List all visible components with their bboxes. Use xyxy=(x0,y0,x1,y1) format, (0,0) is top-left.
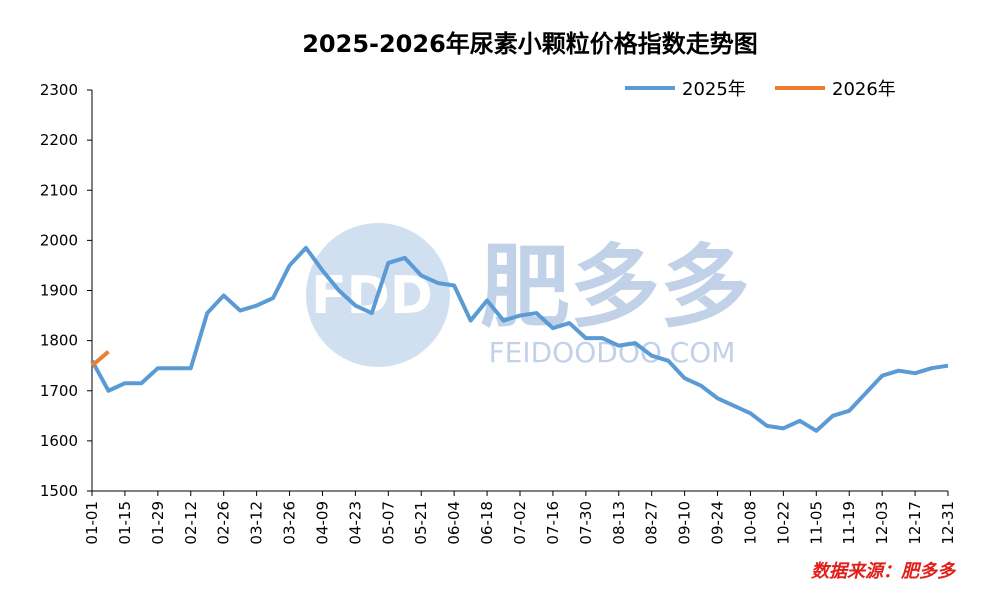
y-tick-label: 1600 xyxy=(40,432,78,450)
x-tick-label: 11-05 xyxy=(807,501,825,545)
series-line xyxy=(90,245,949,433)
x-tick-label: 10-22 xyxy=(774,501,792,545)
x-tick-label: 12-31 xyxy=(939,501,957,545)
y-tick-label: 1700 xyxy=(40,382,78,400)
y-tick-label: 2100 xyxy=(40,181,78,199)
watermark-name: 肥多多 xyxy=(480,235,750,340)
watermark: FDD 肥多多 FEIDOODOO.COM xyxy=(306,223,750,369)
x-tick-label: 08-13 xyxy=(610,501,628,545)
y-tick-label: 1800 xyxy=(40,332,78,350)
x-tick-label: 06-04 xyxy=(445,501,463,545)
x-tick-label: 02-26 xyxy=(215,501,233,545)
x-tick-label: 11-19 xyxy=(840,501,858,545)
x-tick-label: 08-27 xyxy=(643,501,661,545)
x-tick-label: 02-12 xyxy=(182,501,200,545)
y-tick-label: 1900 xyxy=(40,282,78,300)
x-tick-label: 10-08 xyxy=(741,501,759,545)
x-tick-label: 07-02 xyxy=(511,501,529,545)
x-tick-label: 09-24 xyxy=(709,501,727,545)
x-tick-label: 01-29 xyxy=(149,501,167,545)
x-tick-label: 03-26 xyxy=(281,501,299,545)
chart-title: 2025-2026年尿素小颗粒价格指数走势图 xyxy=(302,30,758,58)
legend-label: 2026年 xyxy=(832,79,896,100)
y-tick-label: 2300 xyxy=(40,81,78,99)
legend-label: 2025年 xyxy=(682,79,746,100)
y-tick-label: 2200 xyxy=(40,131,78,149)
x-tick-label: 01-15 xyxy=(116,501,134,545)
series-line xyxy=(90,350,110,368)
x-tick-label: 12-03 xyxy=(873,501,891,545)
x-tick-label: 04-09 xyxy=(313,501,331,545)
y-tick-label: 1500 xyxy=(40,482,78,500)
x-tick-label: 03-12 xyxy=(248,501,266,545)
x-tick-label: 09-10 xyxy=(676,501,694,545)
x-tick-label: 12-17 xyxy=(906,501,924,545)
y-tick-label: 2000 xyxy=(40,231,78,249)
x-tick-label: 01-01 xyxy=(83,501,101,545)
x-tick-label: 04-23 xyxy=(346,501,364,545)
x-tick-label: 07-30 xyxy=(577,501,595,545)
x-tick-label: 06-18 xyxy=(478,501,496,545)
x-tick-label: 07-16 xyxy=(544,501,562,545)
x-tick-label: 05-21 xyxy=(412,501,430,545)
watermark-logo: FDD xyxy=(311,266,433,326)
x-tick-label: 05-07 xyxy=(379,501,397,545)
source: 数据来源：肥多多 xyxy=(811,561,957,582)
